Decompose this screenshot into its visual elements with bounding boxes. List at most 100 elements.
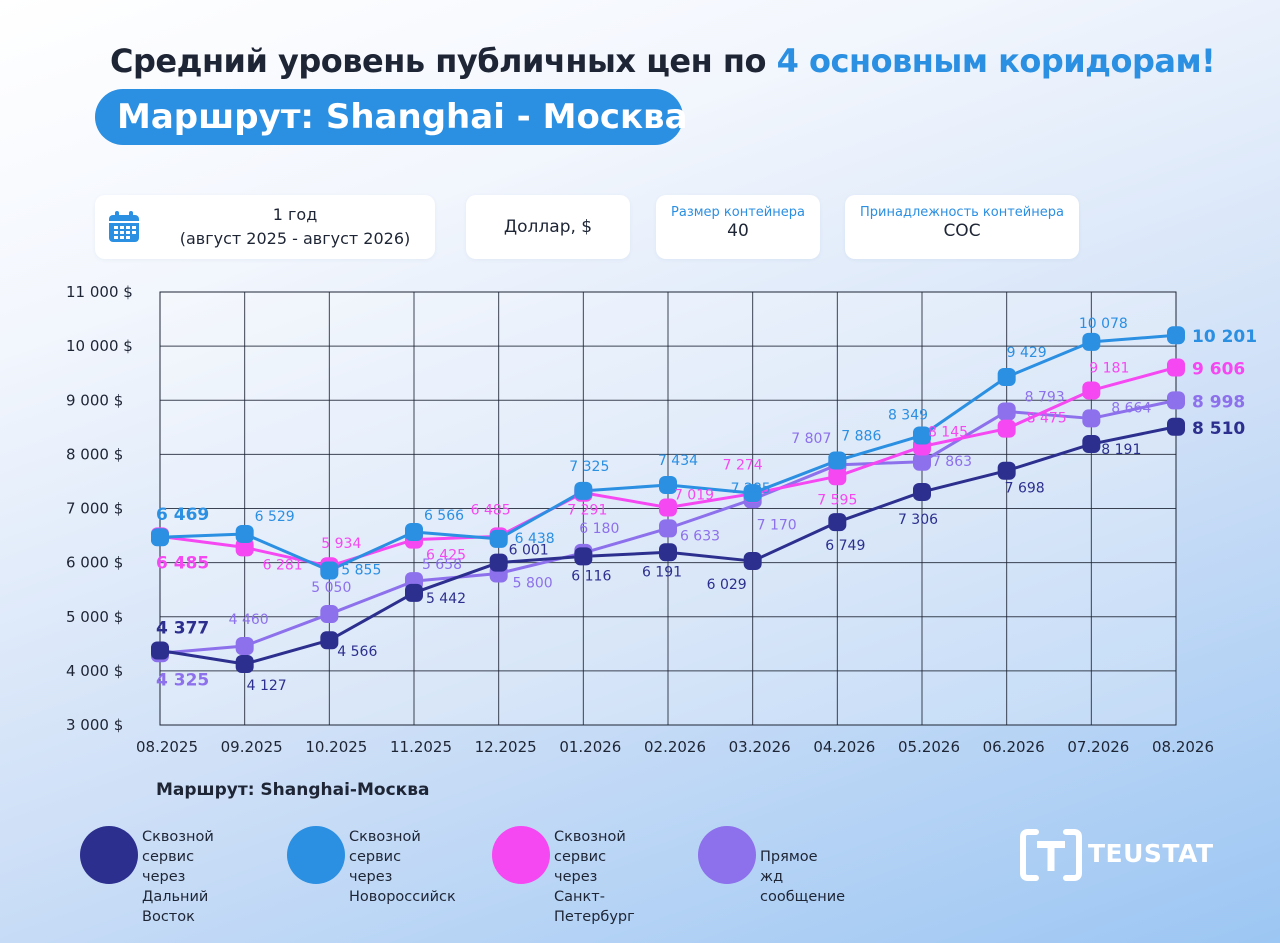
y-axis-labels: 3 000 $ 4 000 $ 5 000 $ 6 000 $ 7 000 $ 8 000… <box>66 283 133 734</box>
x-tick-label: 08.2026 <box>1152 738 1214 756</box>
data-point-rail <box>1082 409 1101 428</box>
data-label-spb: 6 485 <box>471 502 511 518</box>
period-line1: 1 год <box>272 205 318 224</box>
data-label-novorossiysk: 8 349 <box>888 407 928 423</box>
data-label-rail: 8 998 <box>1192 392 1245 412</box>
legend-label-line: через Санкт- <box>554 869 605 905</box>
data-labels: 4 325 4 460 5 050 5 658 5 800 6 180 6 633 7 170… <box>156 316 1257 694</box>
series-points <box>151 326 1185 674</box>
data-label-far_east: 4 377 <box>156 618 209 638</box>
data-label-novorossiysk: 10 201 <box>1192 327 1257 347</box>
data-point-spb <box>235 538 254 557</box>
container-ownership-value: СОС <box>943 221 981 241</box>
data-label-spb: 9 181 <box>1089 360 1129 376</box>
x-tick-label: 08.2025 <box>136 738 198 756</box>
y-tick-label: 7 000 $ <box>66 500 123 518</box>
data-label-rail: 8 793 <box>1025 389 1065 405</box>
legend-dot-spb <box>492 826 550 884</box>
x-tick-label: 03.2026 <box>729 738 791 756</box>
data-point-far_east <box>913 482 931 501</box>
data-point-novorossiysk <box>828 451 847 470</box>
x-tick-label: 01.2026 <box>559 738 621 756</box>
legend-dot-novorossiysk <box>287 826 345 884</box>
legend-label-line: Петербург <box>554 909 635 925</box>
y-tick-label: 11 000 $ <box>66 283 133 301</box>
period-line2: (август 2025 - август 2026) <box>179 229 411 248</box>
data-label-far_east: 6 116 <box>571 568 611 584</box>
data-label-novorossiysk: 6 438 <box>515 531 555 547</box>
x-tick-label: 06.2026 <box>983 738 1045 756</box>
period-filter[interactable]: 1 год (август 2025 - август 2026) <box>95 195 435 259</box>
legend-label: Сквозной сервис через Дальний Восток <box>142 827 214 927</box>
data-label-novorossiysk: 7 285 <box>731 481 771 497</box>
container-ownership-label: Принадлежность контейнера <box>860 205 1064 220</box>
x-tick-label: 02.2026 <box>644 738 706 756</box>
x-tick-label: 12.2025 <box>475 738 537 756</box>
data-point-far_east <box>574 547 593 566</box>
data-label-spb: 8 475 <box>1027 411 1067 427</box>
page-title: Средний уровень публичных цен по 4 основ… <box>110 42 1216 80</box>
data-point-novorossiysk <box>489 529 508 548</box>
data-label-rail: 4 460 <box>229 612 269 628</box>
data-point-rail <box>659 519 677 538</box>
data-label-far_east: 6 749 <box>825 538 865 554</box>
currency-filter[interactable]: Доллар, $ <box>466 195 630 259</box>
data-point-novorossiysk <box>235 524 254 543</box>
data-point-far_east <box>828 513 847 532</box>
data-label-far_east: 8 510 <box>1192 419 1245 439</box>
data-point-far_east <box>405 583 423 602</box>
data-label-rail: 7 807 <box>791 431 831 447</box>
data-point-novorossiysk <box>997 368 1016 387</box>
route-pill: Маршрут: Shanghai - Москва <box>95 89 688 145</box>
data-label-novorossiysk: 7 434 <box>658 453 698 469</box>
data-label-far_east: 4 127 <box>247 678 287 694</box>
data-label-far_east: 4 566 <box>337 644 377 660</box>
data-label-novorossiysk: 5 855 <box>341 562 381 578</box>
data-label-far_east: 5 442 <box>426 591 466 607</box>
data-label-far_east: 7 306 <box>898 512 938 528</box>
data-label-rail: 7 863 <box>932 454 972 470</box>
data-label-spb: 8 145 <box>928 425 968 441</box>
data-point-rail <box>235 636 254 655</box>
data-label-spb: 7 274 <box>723 458 763 474</box>
container-size-label: Размер контейнера <box>671 205 805 220</box>
data-point-spb <box>828 467 847 486</box>
legend-label-line: Сквозной сервис <box>349 829 421 865</box>
data-point-far_east <box>743 552 762 571</box>
data-label-spb: 7 595 <box>817 492 857 508</box>
x-tick-label: 07.2026 <box>1067 738 1129 756</box>
data-label-far_east: 6 029 <box>707 577 747 593</box>
legend-label-line: Прямое жд сообщение <box>760 849 846 905</box>
data-label-spb: 6 485 <box>156 553 209 573</box>
data-point-far_east <box>1082 435 1101 454</box>
y-tick-label: 3 000 $ <box>66 716 123 734</box>
data-point-rail <box>997 402 1016 421</box>
data-label-rail: 5 658 <box>422 557 462 573</box>
title-main: Средний уровень публичных цен по <box>110 42 777 80</box>
data-point-novorossiysk <box>405 522 423 541</box>
legend-label-line: Восток <box>142 909 195 925</box>
x-tick-label: 04.2026 <box>813 738 875 756</box>
data-point-rail <box>913 452 931 471</box>
container-ownership-filter[interactable]: Принадлежность контейнера СОС <box>845 195 1079 259</box>
data-point-spb <box>659 498 677 517</box>
container-size-filter[interactable]: Размер контейнера 40 <box>656 195 820 259</box>
legend-label-line: через Дальний <box>142 869 209 905</box>
legend-label-line: Сквозной сервис <box>554 829 626 865</box>
data-label-novorossiysk: 6 566 <box>424 508 464 524</box>
data-label-novorossiysk: 9 429 <box>1007 345 1047 361</box>
data-point-novorossiysk <box>1082 332 1101 351</box>
data-label-far_east: 6 001 <box>509 543 549 559</box>
data-label-spb: 6 281 <box>263 557 303 573</box>
data-point-far_east <box>320 631 339 650</box>
y-tick-label: 5 000 $ <box>66 608 123 626</box>
data-point-novorossiysk <box>574 481 593 500</box>
chart-route-label: Маршрут: Shanghai-Москва <box>156 780 430 800</box>
data-label-far_east: 8 191 <box>1101 442 1141 458</box>
data-label-rail: 6 180 <box>579 521 619 537</box>
data-label-far_east: 6 191 <box>642 564 682 580</box>
legend-label-line: Новороссийск <box>349 889 456 905</box>
data-label-rail: 6 633 <box>680 528 720 544</box>
data-point-far_east <box>235 655 254 674</box>
